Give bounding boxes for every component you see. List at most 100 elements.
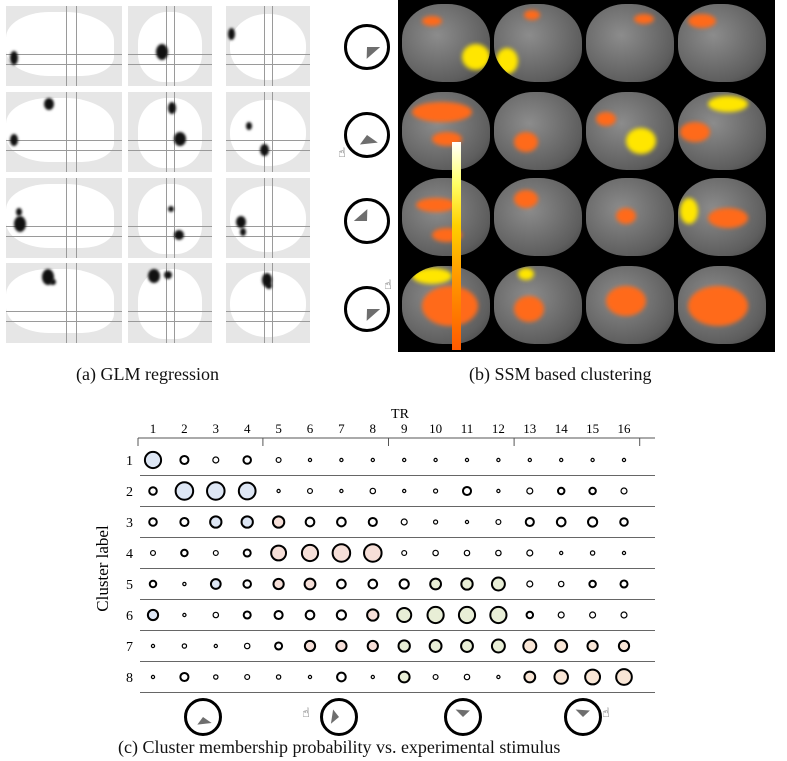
membership-bubble xyxy=(242,548,252,558)
membership-bubble xyxy=(307,674,313,680)
membership-bubble xyxy=(174,481,195,501)
membership-bubble xyxy=(274,641,284,651)
cortex-render xyxy=(494,266,582,344)
stimulus-clock-icon xyxy=(320,698,358,736)
membership-bubble xyxy=(432,488,439,494)
membership-bubble xyxy=(181,643,188,649)
glm-activation-blob xyxy=(10,51,18,65)
glm-crosshair-h xyxy=(128,226,212,227)
glm-crosshair-h xyxy=(226,64,310,65)
membership-bubble xyxy=(461,485,473,497)
glm-crosshair-h xyxy=(6,54,122,55)
membership-bubble xyxy=(496,457,501,463)
caption-c: (c) Cluster membership probability vs. e… xyxy=(118,737,561,757)
glm-activation-blob xyxy=(174,230,184,240)
membership-bubble xyxy=(400,518,408,526)
x-tick-label: 3 xyxy=(213,421,220,436)
glm-crosshair-h xyxy=(128,64,212,65)
membership-bubble xyxy=(457,605,477,625)
glm-slice-tile xyxy=(6,263,122,343)
membership-bubble xyxy=(339,457,344,463)
stimulus-clock-icon xyxy=(444,698,482,736)
ssm-panel: ☝ ☝ xyxy=(336,0,787,352)
membership-bubble xyxy=(397,639,411,653)
glm-activation-blob xyxy=(44,98,54,110)
membership-bubble xyxy=(554,639,569,653)
x-tick-label: 7 xyxy=(338,421,345,436)
membership-bubble xyxy=(366,608,380,622)
membership-bubble xyxy=(429,577,443,591)
membership-bubble xyxy=(213,674,219,680)
membership-bubble xyxy=(402,488,407,494)
x-tick-label: 12 xyxy=(492,421,505,436)
y-tick-label: 1 xyxy=(126,454,133,469)
membership-bubble xyxy=(433,457,438,463)
glm-crosshair-v xyxy=(76,263,77,343)
activation-patch xyxy=(462,44,490,70)
membership-bubble xyxy=(490,638,506,654)
membership-bubble xyxy=(402,457,407,463)
activation-patch xyxy=(680,198,698,224)
membership-bubble xyxy=(496,674,501,680)
membership-bubble xyxy=(366,639,379,653)
membership-bubble xyxy=(209,515,223,529)
y-tick-label: 8 xyxy=(126,671,133,686)
glm-slice-tile xyxy=(6,6,122,86)
cortex-render xyxy=(586,266,674,344)
membership-bubble xyxy=(587,516,599,528)
membership-bubble xyxy=(397,670,411,684)
activation-patch xyxy=(626,128,656,154)
glm-brain-outline xyxy=(6,98,114,162)
glm-crosshair-h xyxy=(128,140,212,141)
glm-slice-tile xyxy=(226,6,310,86)
glm-brain-outline xyxy=(230,14,306,80)
activation-patch xyxy=(518,268,534,280)
membership-bubble xyxy=(303,577,317,591)
membership-bubble xyxy=(369,487,377,495)
activation-patch xyxy=(606,286,646,316)
membership-bubble xyxy=(460,577,474,591)
membership-bubble xyxy=(555,516,567,528)
glm-activation-blob xyxy=(228,28,235,40)
cortex-render xyxy=(678,178,766,256)
membership-bubble xyxy=(143,450,163,470)
membership-bubble xyxy=(559,457,564,463)
membership-bubble xyxy=(432,519,439,525)
ssm-cluster-row xyxy=(398,88,775,173)
membership-bubble xyxy=(615,668,633,686)
glm-crosshair-v xyxy=(76,92,77,172)
hand-cue-icon: ☝ xyxy=(338,146,346,161)
membership-bubble xyxy=(432,673,439,681)
glm-slice-tile xyxy=(128,263,212,343)
activation-patch xyxy=(596,112,616,126)
x-tick-label: 16 xyxy=(618,421,632,436)
membership-bubble xyxy=(335,639,348,653)
glm-activation-blob xyxy=(164,271,172,279)
membership-bubble xyxy=(339,488,344,494)
membership-bubble xyxy=(367,516,378,528)
glm-crosshair-h xyxy=(6,140,122,141)
membership-bubble xyxy=(243,642,251,650)
y-tick-label: 7 xyxy=(126,640,133,655)
glm-activation-blob xyxy=(262,273,272,287)
membership-bubble xyxy=(619,517,629,527)
membership-bubble xyxy=(396,606,413,624)
x-axis-title: TR xyxy=(391,407,410,422)
membership-bubble xyxy=(589,550,596,556)
membership-bubble xyxy=(401,549,408,557)
membership-bubble xyxy=(557,611,565,619)
membership-bubble xyxy=(464,457,470,463)
membership-bubble xyxy=(363,543,383,563)
membership-bubble xyxy=(460,639,474,653)
caption-a: (a) GLM regression xyxy=(76,364,219,384)
x-tick-label: 2 xyxy=(181,421,188,436)
membership-bubble xyxy=(148,579,158,589)
glm-crosshair-h xyxy=(128,54,212,55)
glm-crosshair-v xyxy=(66,92,67,172)
y-tick-label: 5 xyxy=(126,578,133,593)
glm-slice-tile xyxy=(226,92,310,172)
x-tick-label: 6 xyxy=(307,421,314,436)
membership-bubble xyxy=(240,515,254,529)
membership-bubble xyxy=(621,457,627,463)
membership-bubble xyxy=(180,548,189,558)
